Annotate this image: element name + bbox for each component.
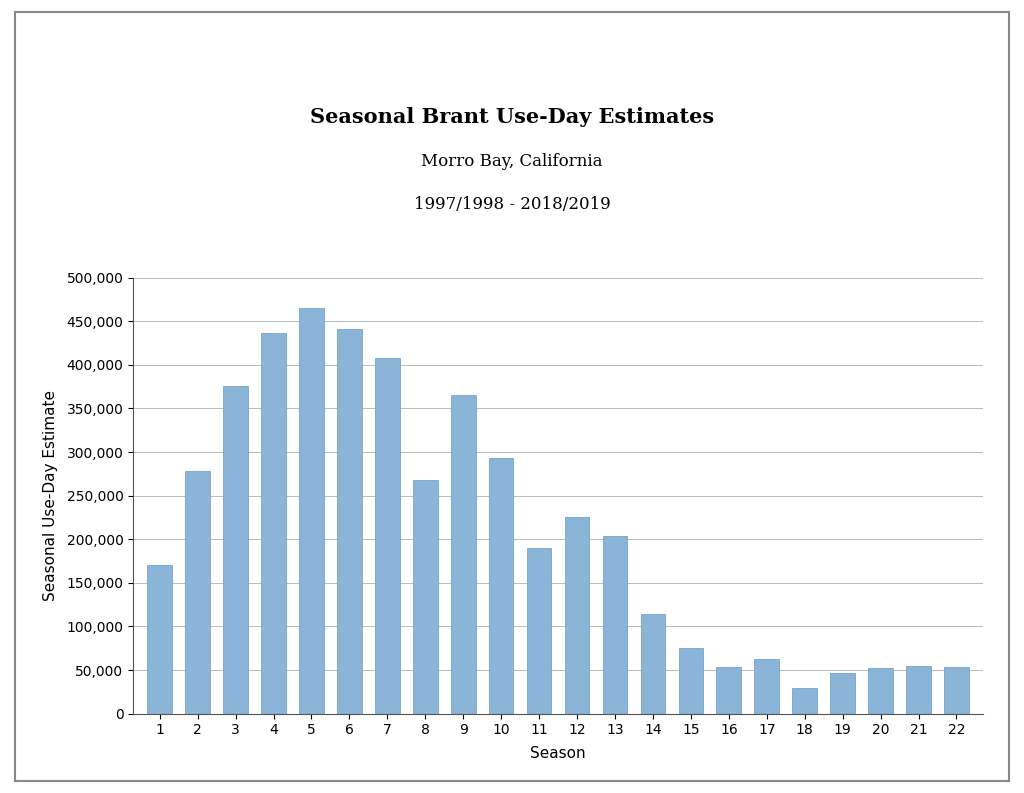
Bar: [261, 333, 286, 714]
X-axis label: Season: Season: [530, 745, 586, 760]
Bar: [641, 615, 666, 714]
Bar: [830, 672, 855, 714]
Bar: [375, 358, 399, 714]
Bar: [488, 458, 513, 714]
Bar: [526, 548, 552, 714]
Y-axis label: Seasonal Use-Day Estimate: Seasonal Use-Day Estimate: [43, 390, 58, 601]
Bar: [299, 308, 324, 714]
Text: 1997/1998 - 2018/2019: 1997/1998 - 2018/2019: [414, 196, 610, 213]
Bar: [906, 666, 931, 714]
Bar: [413, 480, 437, 714]
Bar: [755, 659, 779, 714]
Bar: [451, 395, 475, 714]
Bar: [868, 668, 893, 714]
Bar: [944, 668, 969, 714]
Bar: [223, 385, 248, 714]
Bar: [564, 516, 590, 714]
Bar: [337, 329, 361, 714]
Bar: [147, 565, 172, 714]
Bar: [679, 649, 703, 714]
Bar: [185, 471, 210, 714]
Bar: [793, 688, 817, 714]
Text: Morro Bay, California: Morro Bay, California: [421, 154, 603, 170]
Bar: [603, 536, 628, 714]
Bar: [717, 667, 741, 714]
Text: Seasonal Brant Use-Day Estimates: Seasonal Brant Use-Day Estimates: [310, 107, 714, 127]
